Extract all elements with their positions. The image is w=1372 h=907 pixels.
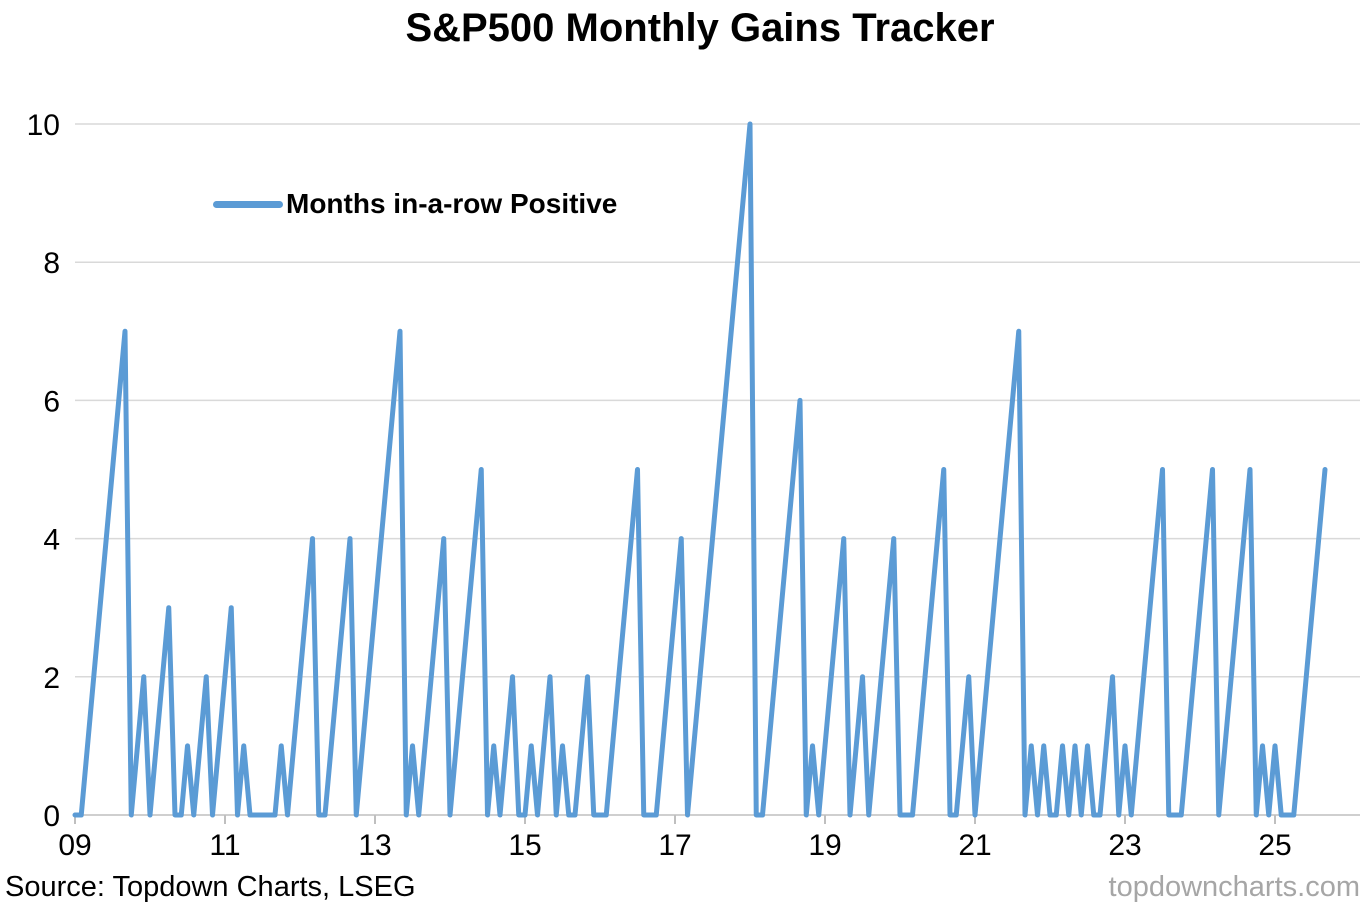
data-line-months-in-a-row-positive bbox=[72, 121, 1328, 818]
y-tick-label: 10 bbox=[27, 109, 60, 142]
x-tick-label: 21 bbox=[958, 829, 991, 862]
x-tick-label: 13 bbox=[358, 829, 391, 862]
y-tick-label: 0 bbox=[43, 800, 60, 833]
watermark: topdowncharts.com bbox=[1108, 871, 1360, 903]
source-note: Source: Topdown Charts, LSEG bbox=[5, 871, 416, 903]
x-tick-label: 19 bbox=[808, 829, 841, 862]
y-tick-label: 8 bbox=[43, 247, 60, 280]
x-tick-label: 11 bbox=[209, 829, 240, 862]
y-tick-label: 4 bbox=[43, 524, 60, 557]
x-tick-label: 23 bbox=[1108, 829, 1141, 862]
y-tick-label: 6 bbox=[43, 385, 60, 418]
chart-title: S&P500 Monthly Gains Tracker bbox=[405, 6, 995, 50]
x-tick-label: 09 bbox=[58, 829, 91, 862]
y-tick-label: 2 bbox=[43, 662, 60, 695]
x-tick-label: 17 bbox=[658, 829, 691, 862]
legend: Months in-a-row Positive bbox=[213, 188, 618, 219]
x-tick-label: 25 bbox=[1258, 829, 1291, 862]
x-tick-label: 15 bbox=[508, 829, 541, 862]
legend-label: Months in-a-row Positive bbox=[286, 188, 618, 219]
legend-line-swatch bbox=[213, 200, 283, 208]
